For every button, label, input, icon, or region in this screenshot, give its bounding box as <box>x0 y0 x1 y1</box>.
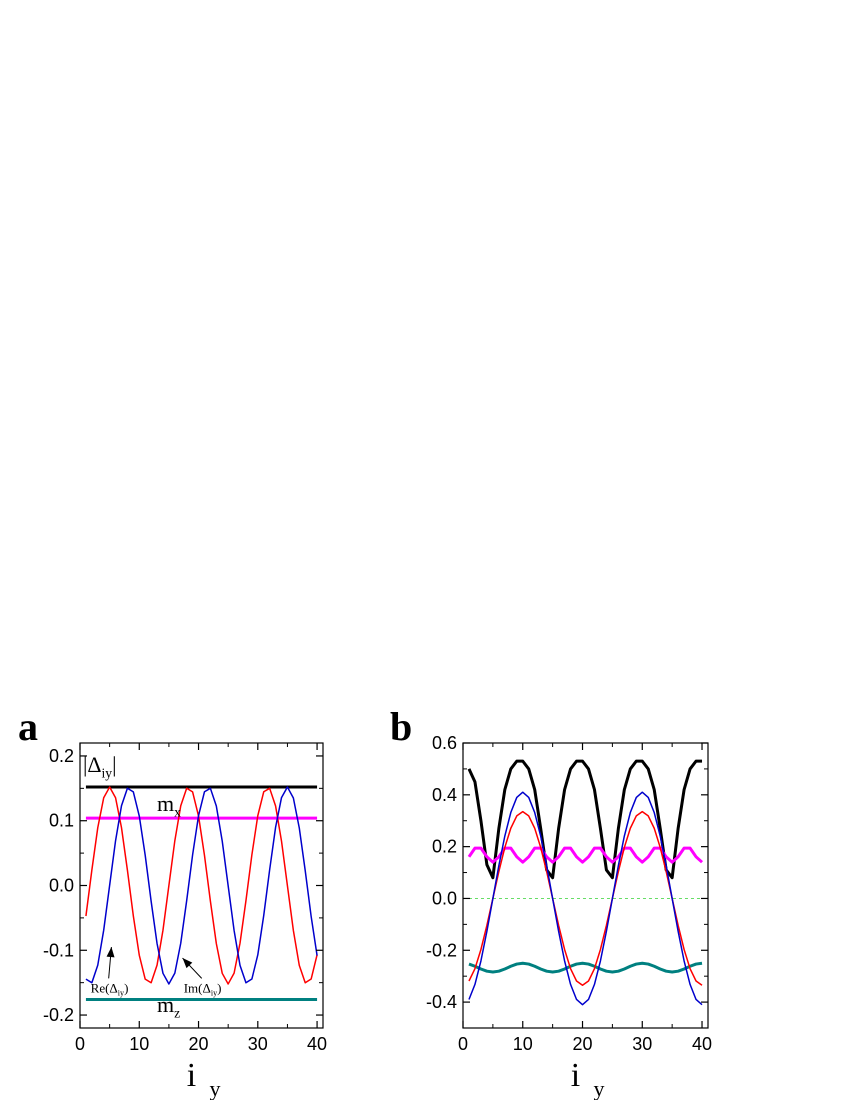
y-tick-label: 0.4 <box>432 785 457 805</box>
x-tick-label: 20 <box>189 1034 209 1054</box>
series-re_delta <box>85 786 318 985</box>
panel-label-b: b <box>390 704 412 749</box>
plot-frame <box>462 742 709 1029</box>
x-axis-label: i <box>571 1057 580 1094</box>
annotation-arrowhead-re_label <box>106 947 115 958</box>
x-tick-label: 10 <box>129 1034 149 1054</box>
x-tick-label: 20 <box>572 1034 592 1054</box>
panel-label-a: a <box>18 704 38 749</box>
y-tick-label: -0.1 <box>43 940 74 960</box>
y-tick-label: 0.1 <box>49 811 74 831</box>
x-tick-label: 0 <box>75 1034 85 1054</box>
y-tick-label: 0.0 <box>432 888 457 908</box>
y-tick-label: 0.6 <box>432 733 457 753</box>
series-group <box>85 785 318 1001</box>
annotation-re_label: Re(Δiy) <box>91 980 129 997</box>
y-tick-label: 0.2 <box>432 837 457 857</box>
series-group <box>467 759 704 1006</box>
series-mz <box>468 961 703 974</box>
annotation-im_label: Im(Δiy) <box>184 980 222 997</box>
x-axis-label: i <box>187 1057 196 1094</box>
x-tick-label: 0 <box>458 1034 468 1054</box>
x-tick-label: 40 <box>692 1034 712 1054</box>
annotation-abs_label: |Δiy| <box>83 752 117 781</box>
y-tick-label: 0.0 <box>49 876 74 896</box>
x-tick-label: 30 <box>248 1034 268 1054</box>
annotation-mx_label: mx <box>157 791 181 820</box>
y-tick-label: -0.2 <box>426 940 457 960</box>
x-axis-label-sub: y <box>210 1076 221 1100</box>
series-re_delta <box>468 810 703 986</box>
panel-a: a 0 10 20 30 40 -0.2 -0.1 0.0 0.1 0.2 i y |Δiy| mx mz Re… <box>18 704 327 1100</box>
x-axis-label-sub: y <box>594 1076 605 1100</box>
annotation-arrowhead-im_label <box>182 958 193 969</box>
x-tick-label: 10 <box>513 1034 533 1054</box>
series-im_delta <box>85 786 318 985</box>
panel-b: b 0 10 20 30 40 -0.4 -0.2 0.0 0.2 0.4 0.6 i y <box>390 704 712 1100</box>
series-im_delta <box>468 791 703 1006</box>
y-tick-label: 0.2 <box>49 746 74 766</box>
x-tick-label: 30 <box>632 1034 652 1054</box>
annotation-mz_label: mz <box>157 992 180 1021</box>
y-tick-label: -0.2 <box>43 1005 74 1025</box>
x-tick-label: 40 <box>307 1034 327 1054</box>
y-tick-label: -0.4 <box>426 992 457 1012</box>
